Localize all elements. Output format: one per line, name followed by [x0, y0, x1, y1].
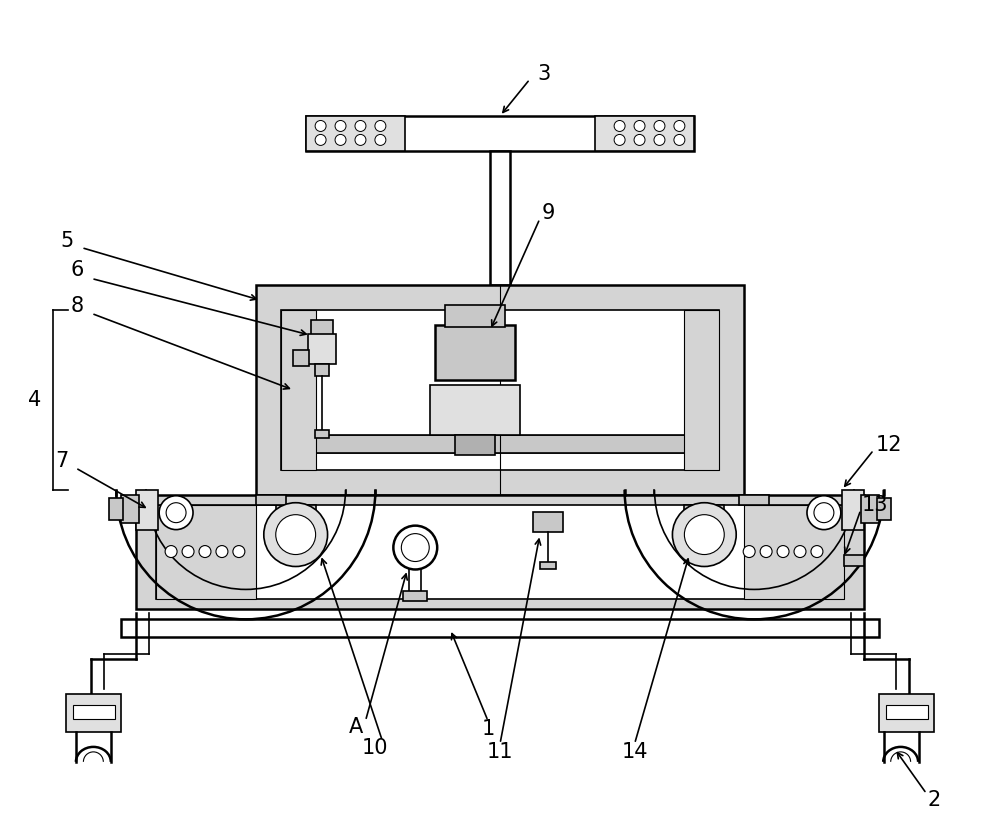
Circle shape	[355, 121, 366, 132]
Text: 13: 13	[861, 495, 888, 515]
Bar	[136, 490, 158, 530]
Bar	[136, 495, 864, 610]
Circle shape	[401, 534, 429, 561]
Circle shape	[335, 121, 346, 132]
Bar	[121, 495, 139, 522]
Bar	[861, 495, 879, 522]
Bar	[430, 385, 520, 435]
Circle shape	[654, 121, 665, 132]
Circle shape	[672, 502, 736, 566]
Circle shape	[634, 121, 645, 132]
Text: 12: 12	[875, 435, 902, 455]
Bar	[842, 490, 864, 530]
Bar	[66, 694, 121, 732]
Bar	[315, 430, 329, 438]
Circle shape	[777, 546, 789, 557]
Bar	[886, 705, 928, 719]
Bar	[744, 505, 844, 600]
Circle shape	[811, 546, 823, 557]
Circle shape	[199, 546, 211, 557]
Bar	[73, 705, 115, 719]
Bar	[844, 555, 864, 566]
Bar	[306, 116, 694, 151]
Bar	[296, 435, 704, 453]
Circle shape	[794, 546, 806, 557]
Text: 4: 4	[28, 390, 41, 410]
Bar	[281, 311, 719, 470]
Bar	[156, 505, 844, 600]
Bar	[276, 505, 316, 520]
Text: 3: 3	[537, 64, 550, 84]
Text: 10: 10	[362, 738, 389, 758]
Bar	[121, 619, 879, 637]
Text: A: A	[348, 717, 363, 737]
Circle shape	[233, 546, 245, 557]
Bar	[403, 591, 427, 601]
Circle shape	[355, 134, 366, 146]
Circle shape	[315, 134, 326, 146]
Text: 9: 9	[541, 202, 555, 222]
Circle shape	[165, 546, 177, 557]
Circle shape	[654, 134, 665, 146]
Bar	[156, 505, 256, 600]
Bar	[739, 495, 769, 505]
Circle shape	[166, 502, 186, 522]
Circle shape	[614, 121, 625, 132]
Circle shape	[335, 134, 346, 146]
Circle shape	[743, 546, 755, 557]
Bar	[315, 364, 329, 377]
Text: 14: 14	[621, 742, 648, 762]
Bar	[293, 350, 309, 367]
Bar	[879, 694, 934, 732]
Bar	[306, 116, 405, 151]
Text: 5: 5	[61, 231, 74, 251]
Text: 7: 7	[55, 451, 68, 471]
Circle shape	[375, 121, 386, 132]
Bar	[490, 151, 510, 286]
Text: 2: 2	[928, 790, 941, 810]
Bar	[435, 326, 515, 380]
Bar	[311, 321, 333, 337]
Bar	[684, 311, 719, 470]
Circle shape	[760, 546, 772, 557]
Circle shape	[375, 134, 386, 146]
Text: 6: 6	[71, 261, 84, 281]
Circle shape	[634, 134, 645, 146]
Bar	[445, 306, 505, 327]
Circle shape	[264, 502, 328, 566]
Bar	[256, 286, 744, 495]
Bar	[296, 435, 704, 453]
Bar	[281, 311, 316, 470]
Text: 8: 8	[71, 297, 84, 317]
Bar	[109, 498, 123, 520]
Bar	[533, 511, 563, 531]
Circle shape	[814, 502, 834, 522]
Bar	[595, 116, 694, 151]
Circle shape	[216, 546, 228, 557]
Text: 11: 11	[487, 742, 513, 762]
Circle shape	[315, 121, 326, 132]
Bar	[540, 561, 556, 570]
Circle shape	[674, 134, 685, 146]
Circle shape	[276, 515, 316, 555]
Bar	[256, 495, 286, 505]
Circle shape	[393, 526, 437, 570]
Bar	[684, 505, 724, 520]
Bar	[455, 435, 495, 455]
Circle shape	[614, 134, 625, 146]
Bar	[877, 498, 891, 520]
Circle shape	[182, 546, 194, 557]
Circle shape	[684, 515, 724, 555]
Text: 1: 1	[481, 719, 495, 739]
Circle shape	[674, 121, 685, 132]
Circle shape	[807, 496, 841, 530]
Circle shape	[159, 496, 193, 530]
Bar	[308, 334, 336, 364]
